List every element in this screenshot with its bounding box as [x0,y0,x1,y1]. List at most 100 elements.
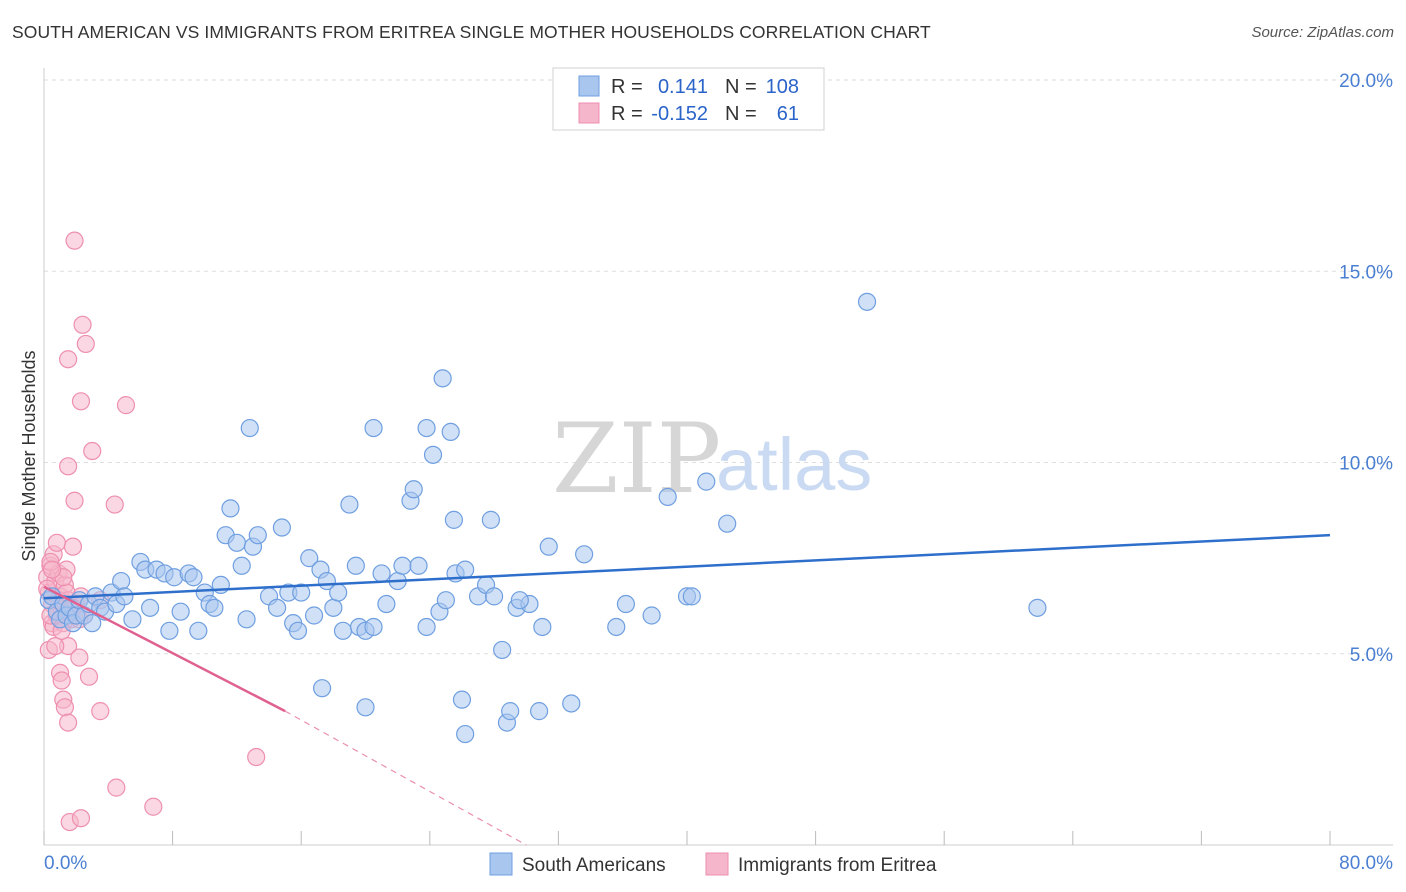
eritrea-point [91,702,110,721]
south-american-point [288,621,308,640]
south-american-point [616,594,636,614]
south-american-point [232,556,251,575]
eritrea-point [63,537,83,556]
trend-line-eritrea [43,585,286,713]
south-american-point [171,602,190,621]
south-american-point [404,480,423,499]
south-american-point [205,598,224,617]
legend-n-value-2: 61 [777,103,799,125]
south-american-point [436,591,455,610]
y-axis-label: Single Mother Households [19,350,39,561]
y-tick-label-5: 5.0% [1350,645,1393,666]
south-american-point [300,549,319,568]
south-american-point [718,514,737,533]
south-american-point [292,583,311,602]
south-american-point [417,617,436,637]
south-american-point [364,617,383,637]
south-american-point [272,518,292,537]
south-american-point [539,537,558,556]
bottom-legend-label-1: South Americans [522,855,666,876]
x-tick-label-min: 0.0% [44,853,87,874]
legend-r-value-2: -0.152 [651,103,708,125]
south-american-point [267,598,287,617]
south-american-point [356,698,375,717]
trend-line-eritrea-extension [284,710,527,846]
south-american-point [510,591,529,610]
x-tick-label-max: 80.0% [1339,853,1393,874]
trend-line-south-americans [43,533,1331,600]
south-american-point [189,621,208,640]
south-american-point [485,587,504,606]
eritrea-point [59,713,78,732]
south-american-point [409,556,428,575]
south-american-point [682,587,701,606]
eritrea-point [107,778,126,797]
trend-lines [43,533,1331,846]
bottom-legend-label-2: Immigrants from Eritrea [738,855,937,876]
south-american-point [452,690,472,709]
legend-swatch-pink [578,102,600,124]
south-american-point [364,418,383,438]
south-american-point [1028,598,1047,617]
eritrea-point [59,457,78,476]
south-american-point [83,614,102,633]
watermark: ZIP atlas [552,403,872,515]
south-american-point [221,499,240,518]
legend-n-value-1: 108 [766,76,799,98]
south-american-point [530,702,549,721]
south-american-point [658,487,677,507]
legend-n-label-1: N = [725,76,757,98]
south-american-point [312,679,332,698]
south-american-point [333,621,353,640]
y-axis-tick-labels: 5.0% 10.0% 15.0% 20.0% [1339,71,1393,666]
y-tick-label-15: 15.0% [1339,262,1393,283]
south-american-point [433,369,452,388]
south-american-point [324,598,343,617]
series-legend: South Americans Immigrants from Eritrea [489,852,937,876]
south-american-point [562,694,581,713]
south-american-point [417,418,436,438]
eritrea-point [42,560,62,579]
series-south-americans-points [39,292,1047,744]
south-american-point [237,610,256,629]
eritrea-point [65,491,84,510]
eritrea-point [76,334,95,354]
bottom-legend-swatch-pink [705,852,729,876]
x-axis-ticks [43,831,1331,845]
eritrea-point [73,315,92,334]
south-american-point [857,292,877,311]
south-american-point [444,510,464,529]
watermark-zip: ZIP [552,403,721,515]
eritrea-point [79,667,99,686]
eritrea-point [47,533,66,552]
south-american-point [372,564,391,583]
eritrea-point [59,350,78,369]
legend-r-value-1: 0.141 [658,76,708,98]
eritrea-point [70,648,89,667]
bottom-legend-swatch-blue [489,852,513,876]
eritrea-point [144,797,163,816]
eritrea-point [52,671,71,690]
eritrea-point [71,809,91,828]
south-american-point [340,495,359,514]
south-american-point [493,640,512,660]
south-american-point [533,617,552,637]
legend-n-label-2: N = [725,103,757,125]
south-american-point [140,598,160,617]
eritrea-point [116,396,136,415]
south-american-point [112,571,131,591]
south-american-point [240,418,259,438]
legend-r-label-1: R = [611,76,643,98]
eritrea-point [83,441,102,461]
south-american-point [346,556,365,575]
south-american-point [501,702,520,721]
south-american-point [697,472,716,491]
y-tick-label-10: 10.0% [1339,454,1393,475]
eritrea-point [55,698,74,717]
south-american-point [115,587,134,606]
south-american-point [642,606,661,625]
eritrea-point [71,392,91,411]
watermark-atlas: atlas [716,423,872,506]
south-american-point [423,445,443,464]
